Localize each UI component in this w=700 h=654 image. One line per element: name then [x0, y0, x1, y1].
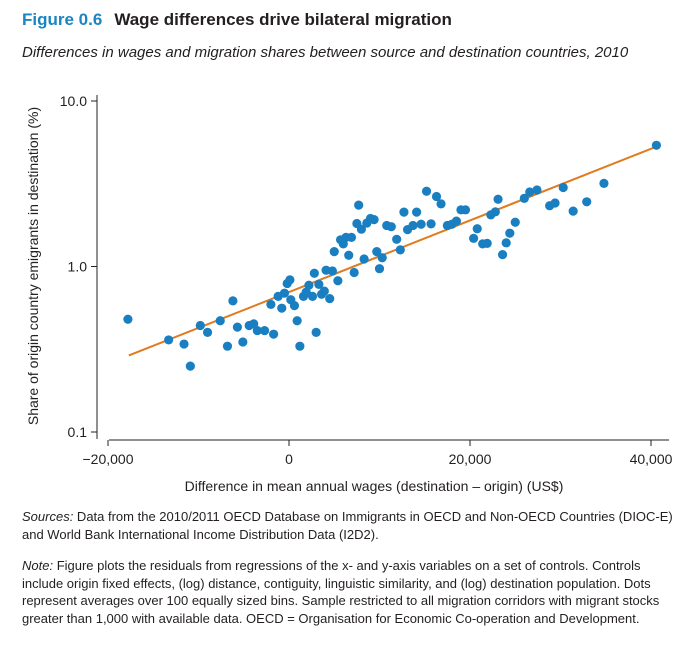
x-tick-label: 40,000: [630, 451, 673, 467]
data-point: [651, 140, 662, 150]
data-point: [333, 276, 343, 286]
x-axis-title: Difference in mean annual wages (destina…: [185, 478, 564, 494]
figure-title: Wage differences drive bilateral migrati…: [114, 10, 452, 29]
data-point: [164, 335, 174, 345]
y-axis-title: Share of origin country emigrants in des…: [25, 107, 41, 425]
data-point: [392, 234, 402, 244]
fitted-trend-line: [128, 145, 657, 357]
data-point: [532, 185, 542, 195]
data-point: [421, 186, 432, 196]
data-point: [238, 337, 248, 347]
data-point: [311, 327, 321, 337]
data-point: [195, 320, 205, 331]
data-point: [307, 291, 318, 301]
data-point: [185, 361, 195, 371]
data-point: [497, 250, 508, 260]
data-point: [327, 266, 338, 276]
data-point: [451, 216, 462, 226]
data-point: [460, 205, 471, 215]
data-point: [377, 253, 387, 263]
data-point: [599, 178, 609, 188]
data-point: [222, 341, 233, 351]
data-point: [354, 200, 364, 210]
data-point: [215, 316, 225, 326]
y-tick-label: 0.1: [68, 424, 88, 440]
data-point: [202, 327, 213, 337]
data-point: [319, 286, 329, 296]
data-point: [372, 247, 382, 257]
figure-subtitle: Differences in wages and migration share…: [22, 44, 629, 61]
data-point: [292, 316, 302, 326]
x-tick-label: −20,000: [83, 451, 134, 467]
scatter-chart: 10.0 1.0 0.1 −20,000 0 20,000 40,000 Difference…: [25, 93, 673, 494]
data-point: [426, 219, 436, 229]
data-point: [252, 325, 262, 336]
data-point: [279, 288, 290, 298]
data-point: [346, 232, 357, 242]
data-point: [179, 339, 189, 349]
data-point: [472, 224, 482, 234]
data-point: [501, 238, 511, 248]
x-tick-label: 0: [285, 451, 293, 467]
data-point: [259, 325, 270, 336]
data-point: [314, 279, 324, 289]
data-point: [349, 267, 359, 278]
data-point: [356, 224, 366, 234]
data-point: [525, 187, 535, 197]
data-point: [359, 254, 369, 264]
data-point: [431, 191, 442, 202]
figure-header: Figure 0.6 Wage differences drive bilater…: [22, 10, 452, 30]
data-point: [232, 322, 243, 332]
sources-note: Sources: Data from the 2010/2011 OECD Da…: [22, 508, 682, 543]
data-point: [568, 206, 578, 216]
data-point: [399, 207, 409, 217]
figure-note: Note: Figure plots the residuals from re…: [22, 557, 682, 627]
data-point: [289, 301, 300, 311]
x-tick-label: 20,000: [449, 451, 492, 467]
note-label: Note:: [22, 558, 54, 573]
figure-label: Figure 0.6: [22, 10, 103, 29]
data-point: [505, 228, 515, 238]
data-point: [550, 198, 560, 208]
data-point: [295, 341, 305, 351]
data-point: [482, 238, 492, 248]
data-point: [277, 303, 287, 313]
data-point: [436, 199, 446, 209]
data-point: [304, 280, 314, 290]
data-point: [558, 182, 568, 193]
note-text: Figure plots the residuals from regressi…: [22, 558, 660, 626]
data-point: [395, 245, 405, 255]
data-point: [412, 207, 422, 217]
data-point: [228, 296, 238, 306]
data-point: [493, 194, 503, 204]
data-point: [519, 193, 529, 203]
data-point: [266, 299, 276, 310]
data-point: [408, 220, 418, 231]
data-point: [123, 314, 133, 324]
data-point: [469, 233, 479, 243]
data-point: [582, 197, 592, 207]
data-point: [386, 222, 396, 232]
data-point: [309, 268, 319, 278]
data-point: [269, 329, 279, 339]
y-tick-label: 10.0: [60, 93, 87, 109]
data-point: [510, 217, 520, 227]
sources-text: Data from the 2010/2011 OECD Database on…: [22, 509, 673, 542]
data-point: [374, 264, 385, 274]
data-point: [344, 250, 354, 260]
data-point: [490, 207, 500, 217]
data-point: [369, 215, 379, 225]
sources-label: Sources:: [22, 509, 74, 524]
data-point: [325, 293, 335, 304]
data-point: [329, 247, 339, 257]
y-tick-label: 1.0: [68, 259, 88, 275]
data-point: [416, 219, 426, 229]
data-point: [285, 275, 295, 285]
